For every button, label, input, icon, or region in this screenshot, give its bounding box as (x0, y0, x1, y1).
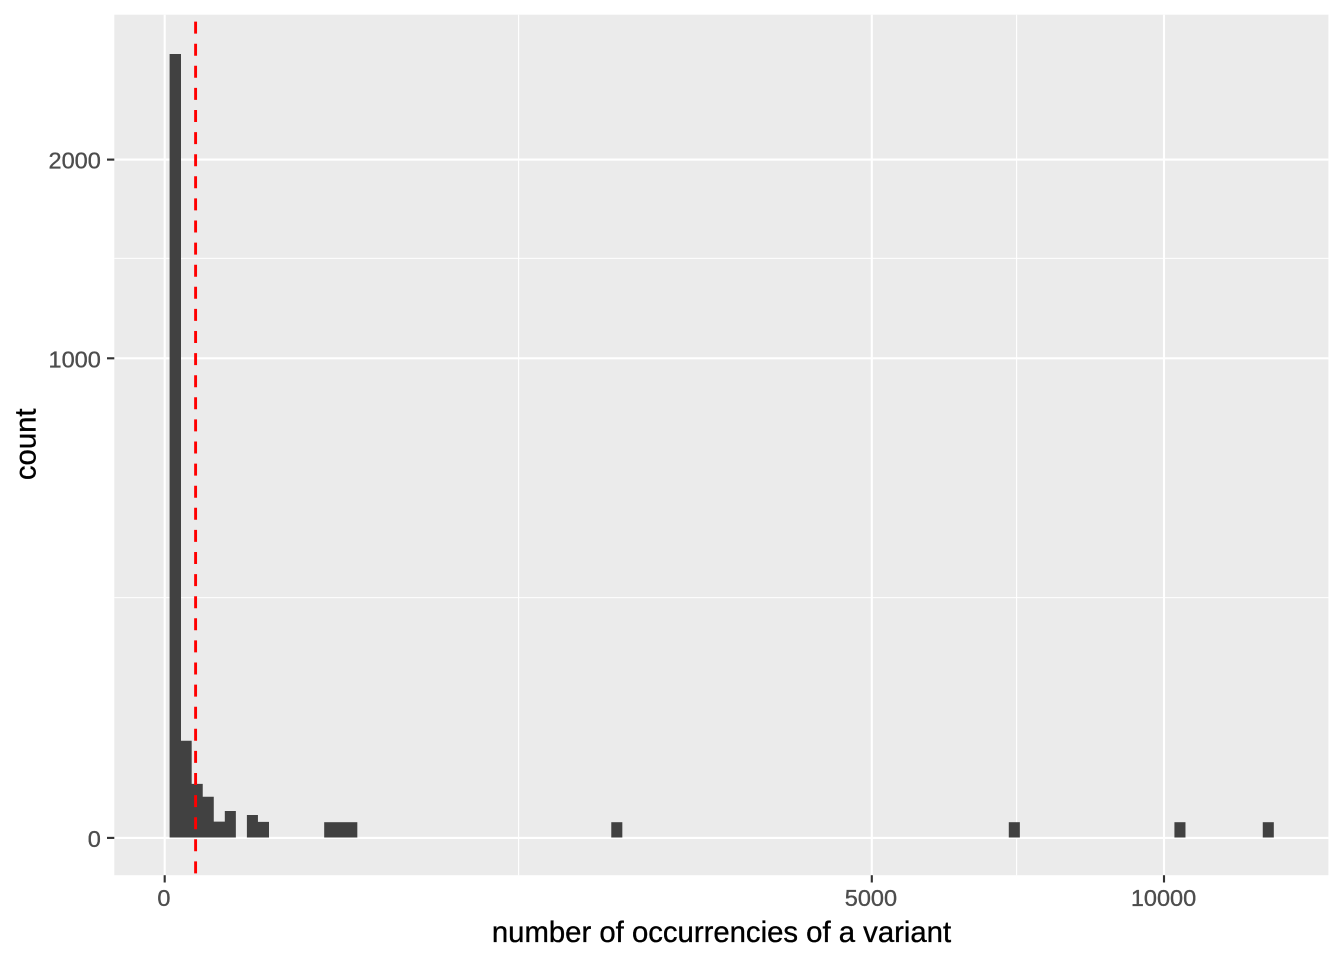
svg-text:1000: 1000 (49, 346, 101, 372)
svg-text:0: 0 (157, 885, 170, 911)
svg-text:count: count (9, 408, 42, 480)
svg-text:number of occurrencies of a va: number of occurrencies of a variant (492, 916, 951, 949)
svg-text:10000: 10000 (1131, 885, 1196, 911)
svg-text:0: 0 (88, 826, 101, 852)
svg-text:2000: 2000 (49, 148, 101, 174)
svg-text:5000: 5000 (845, 885, 897, 911)
